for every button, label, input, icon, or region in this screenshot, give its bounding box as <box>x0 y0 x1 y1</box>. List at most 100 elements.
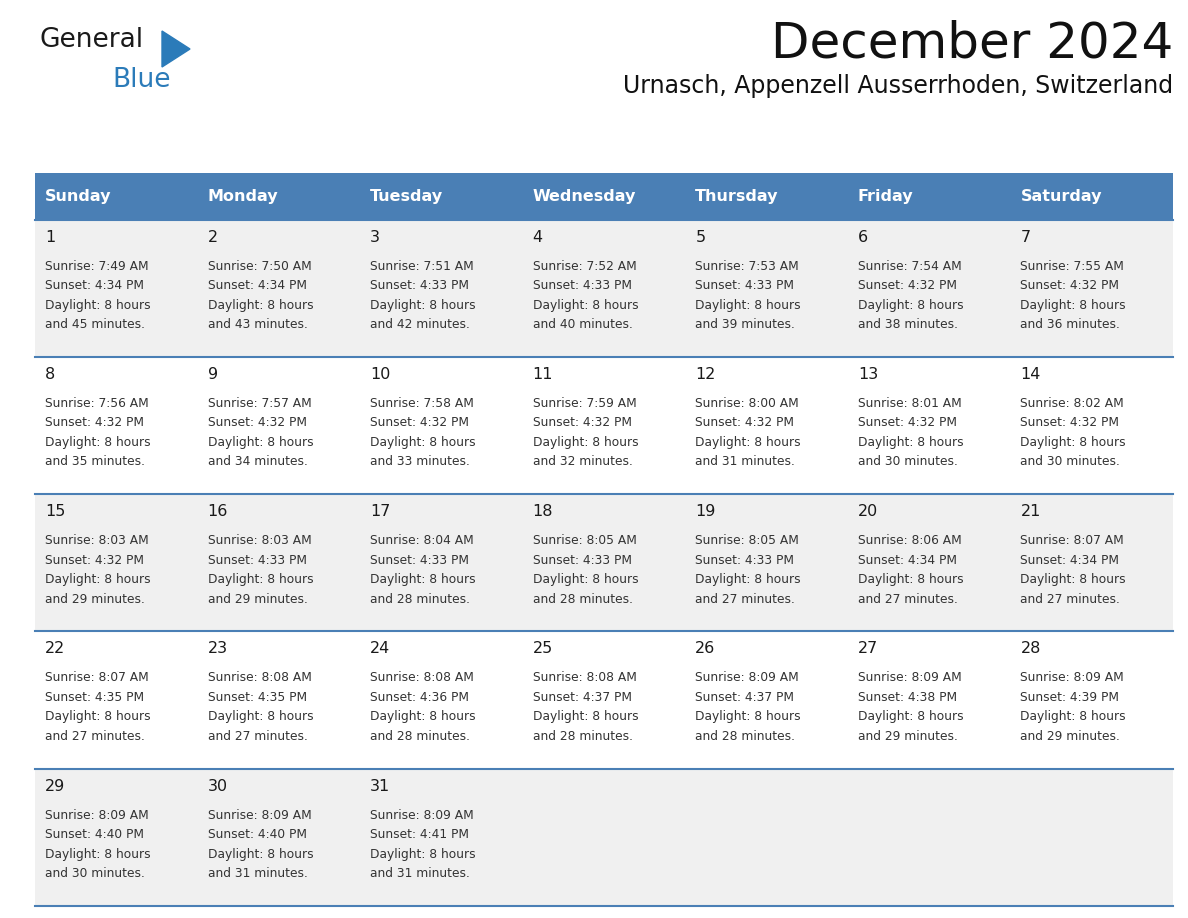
Text: Sunrise: 7:57 AM: Sunrise: 7:57 AM <box>208 397 311 410</box>
Text: 14: 14 <box>1020 367 1041 382</box>
Text: Sunrise: 8:08 AM: Sunrise: 8:08 AM <box>208 671 311 685</box>
Text: Sunset: 4:32 PM: Sunset: 4:32 PM <box>695 417 795 430</box>
Text: and 39 minutes.: and 39 minutes. <box>695 319 795 331</box>
Text: Sunset: 4:32 PM: Sunset: 4:32 PM <box>371 417 469 430</box>
Text: 12: 12 <box>695 367 715 382</box>
Text: Daylight: 8 hours: Daylight: 8 hours <box>695 436 801 449</box>
Text: 15: 15 <box>45 504 65 520</box>
Text: 10: 10 <box>371 367 391 382</box>
Text: 3: 3 <box>371 230 380 245</box>
Text: Sunrise: 7:49 AM: Sunrise: 7:49 AM <box>45 260 148 273</box>
Text: Sunrise: 8:09 AM: Sunrise: 8:09 AM <box>371 809 474 822</box>
Text: Sunrise: 7:52 AM: Sunrise: 7:52 AM <box>532 260 637 273</box>
Text: Sunrise: 8:09 AM: Sunrise: 8:09 AM <box>45 809 148 822</box>
Text: Sunset: 4:32 PM: Sunset: 4:32 PM <box>208 417 307 430</box>
Text: 22: 22 <box>45 642 65 656</box>
Text: Daylight: 8 hours: Daylight: 8 hours <box>858 711 963 723</box>
Text: Sunrise: 7:54 AM: Sunrise: 7:54 AM <box>858 260 961 273</box>
Text: Saturday: Saturday <box>1020 189 1102 204</box>
Text: 1: 1 <box>45 230 56 245</box>
Text: Sunset: 4:35 PM: Sunset: 4:35 PM <box>45 691 144 704</box>
Text: and 29 minutes.: and 29 minutes. <box>1020 730 1120 743</box>
Text: Thursday: Thursday <box>695 189 779 204</box>
Text: Daylight: 8 hours: Daylight: 8 hours <box>695 711 801 723</box>
Text: Sunrise: 8:09 AM: Sunrise: 8:09 AM <box>208 809 311 822</box>
Text: and 28 minutes.: and 28 minutes. <box>532 593 633 606</box>
Text: 18: 18 <box>532 504 554 520</box>
Text: Sunrise: 7:56 AM: Sunrise: 7:56 AM <box>45 397 148 410</box>
Text: Sunset: 4:34 PM: Sunset: 4:34 PM <box>45 279 144 292</box>
Text: 8: 8 <box>45 367 56 382</box>
Text: Daylight: 8 hours: Daylight: 8 hours <box>532 573 638 587</box>
Text: Sunset: 4:37 PM: Sunset: 4:37 PM <box>532 691 632 704</box>
Text: Daylight: 8 hours: Daylight: 8 hours <box>1020 298 1126 311</box>
Text: Wednesday: Wednesday <box>532 189 636 204</box>
Text: Sunset: 4:34 PM: Sunset: 4:34 PM <box>1020 554 1119 566</box>
Text: Sunset: 4:32 PM: Sunset: 4:32 PM <box>858 279 956 292</box>
Text: and 30 minutes.: and 30 minutes. <box>1020 455 1120 468</box>
Text: Sunrise: 8:08 AM: Sunrise: 8:08 AM <box>371 671 474 685</box>
Text: and 29 minutes.: and 29 minutes. <box>45 593 145 606</box>
Text: Daylight: 8 hours: Daylight: 8 hours <box>208 573 314 587</box>
Text: Sunset: 4:33 PM: Sunset: 4:33 PM <box>695 554 795 566</box>
Text: 31: 31 <box>371 778 391 794</box>
Text: Daylight: 8 hours: Daylight: 8 hours <box>858 298 963 311</box>
Text: Sunrise: 8:09 AM: Sunrise: 8:09 AM <box>1020 671 1124 685</box>
Bar <box>34 768 1173 906</box>
Text: Sunset: 4:32 PM: Sunset: 4:32 PM <box>532 417 632 430</box>
Text: Daylight: 8 hours: Daylight: 8 hours <box>1020 573 1126 587</box>
Text: Daylight: 8 hours: Daylight: 8 hours <box>208 711 314 723</box>
Text: Daylight: 8 hours: Daylight: 8 hours <box>1020 436 1126 449</box>
Text: and 28 minutes.: and 28 minutes. <box>371 730 470 743</box>
Text: Sunrise: 8:09 AM: Sunrise: 8:09 AM <box>858 671 961 685</box>
Text: and 35 minutes.: and 35 minutes. <box>45 455 145 468</box>
Text: Sunset: 4:41 PM: Sunset: 4:41 PM <box>371 828 469 841</box>
Text: Daylight: 8 hours: Daylight: 8 hours <box>371 847 475 861</box>
Text: Daylight: 8 hours: Daylight: 8 hours <box>695 573 801 587</box>
Text: 7: 7 <box>1020 230 1030 245</box>
Text: 4: 4 <box>532 230 543 245</box>
Text: and 30 minutes.: and 30 minutes. <box>858 455 958 468</box>
Text: Sunrise: 8:05 AM: Sunrise: 8:05 AM <box>695 534 800 547</box>
Text: and 43 minutes.: and 43 minutes. <box>208 319 308 331</box>
Text: Daylight: 8 hours: Daylight: 8 hours <box>532 298 638 311</box>
Text: 26: 26 <box>695 642 715 656</box>
Text: Tuesday: Tuesday <box>371 189 443 204</box>
Text: Blue: Blue <box>112 67 171 93</box>
Text: Sunrise: 8:02 AM: Sunrise: 8:02 AM <box>1020 397 1124 410</box>
Text: Sunrise: 8:06 AM: Sunrise: 8:06 AM <box>858 534 961 547</box>
Text: Daylight: 8 hours: Daylight: 8 hours <box>45 847 151 861</box>
Text: and 38 minutes.: and 38 minutes. <box>858 319 958 331</box>
Text: Sunrise: 7:51 AM: Sunrise: 7:51 AM <box>371 260 474 273</box>
Bar <box>34 632 1173 768</box>
Text: Sunrise: 7:59 AM: Sunrise: 7:59 AM <box>532 397 637 410</box>
Text: Sunset: 4:32 PM: Sunset: 4:32 PM <box>1020 417 1119 430</box>
Text: Sunset: 4:33 PM: Sunset: 4:33 PM <box>695 279 795 292</box>
Text: and 28 minutes.: and 28 minutes. <box>695 730 795 743</box>
Text: Daylight: 8 hours: Daylight: 8 hours <box>371 711 475 723</box>
Text: Sunset: 4:38 PM: Sunset: 4:38 PM <box>858 691 958 704</box>
Text: Sunrise: 8:00 AM: Sunrise: 8:00 AM <box>695 397 800 410</box>
Text: 27: 27 <box>858 642 878 656</box>
Text: Sunset: 4:40 PM: Sunset: 4:40 PM <box>208 828 307 841</box>
Text: 21: 21 <box>1020 504 1041 520</box>
Text: and 27 minutes.: and 27 minutes. <box>45 730 145 743</box>
Text: and 34 minutes.: and 34 minutes. <box>208 455 308 468</box>
Text: 5: 5 <box>695 230 706 245</box>
Text: and 27 minutes.: and 27 minutes. <box>858 593 958 606</box>
Text: Sunrise: 7:55 AM: Sunrise: 7:55 AM <box>1020 260 1124 273</box>
Text: Sunset: 4:33 PM: Sunset: 4:33 PM <box>371 279 469 292</box>
Bar <box>34 173 1173 219</box>
Text: Sunrise: 8:03 AM: Sunrise: 8:03 AM <box>208 534 311 547</box>
Text: Urnasch, Appenzell Ausserrhoden, Switzerland: Urnasch, Appenzell Ausserrhoden, Switzer… <box>623 74 1173 98</box>
Text: and 28 minutes.: and 28 minutes. <box>532 730 633 743</box>
Text: Friday: Friday <box>858 189 914 204</box>
Polygon shape <box>162 31 190 67</box>
Text: Sunset: 4:34 PM: Sunset: 4:34 PM <box>208 279 307 292</box>
Text: Sunrise: 8:04 AM: Sunrise: 8:04 AM <box>371 534 474 547</box>
Text: Daylight: 8 hours: Daylight: 8 hours <box>532 711 638 723</box>
Text: 2: 2 <box>208 230 217 245</box>
Text: 30: 30 <box>208 778 228 794</box>
Text: Daylight: 8 hours: Daylight: 8 hours <box>208 847 314 861</box>
Text: Sunrise: 8:07 AM: Sunrise: 8:07 AM <box>45 671 148 685</box>
